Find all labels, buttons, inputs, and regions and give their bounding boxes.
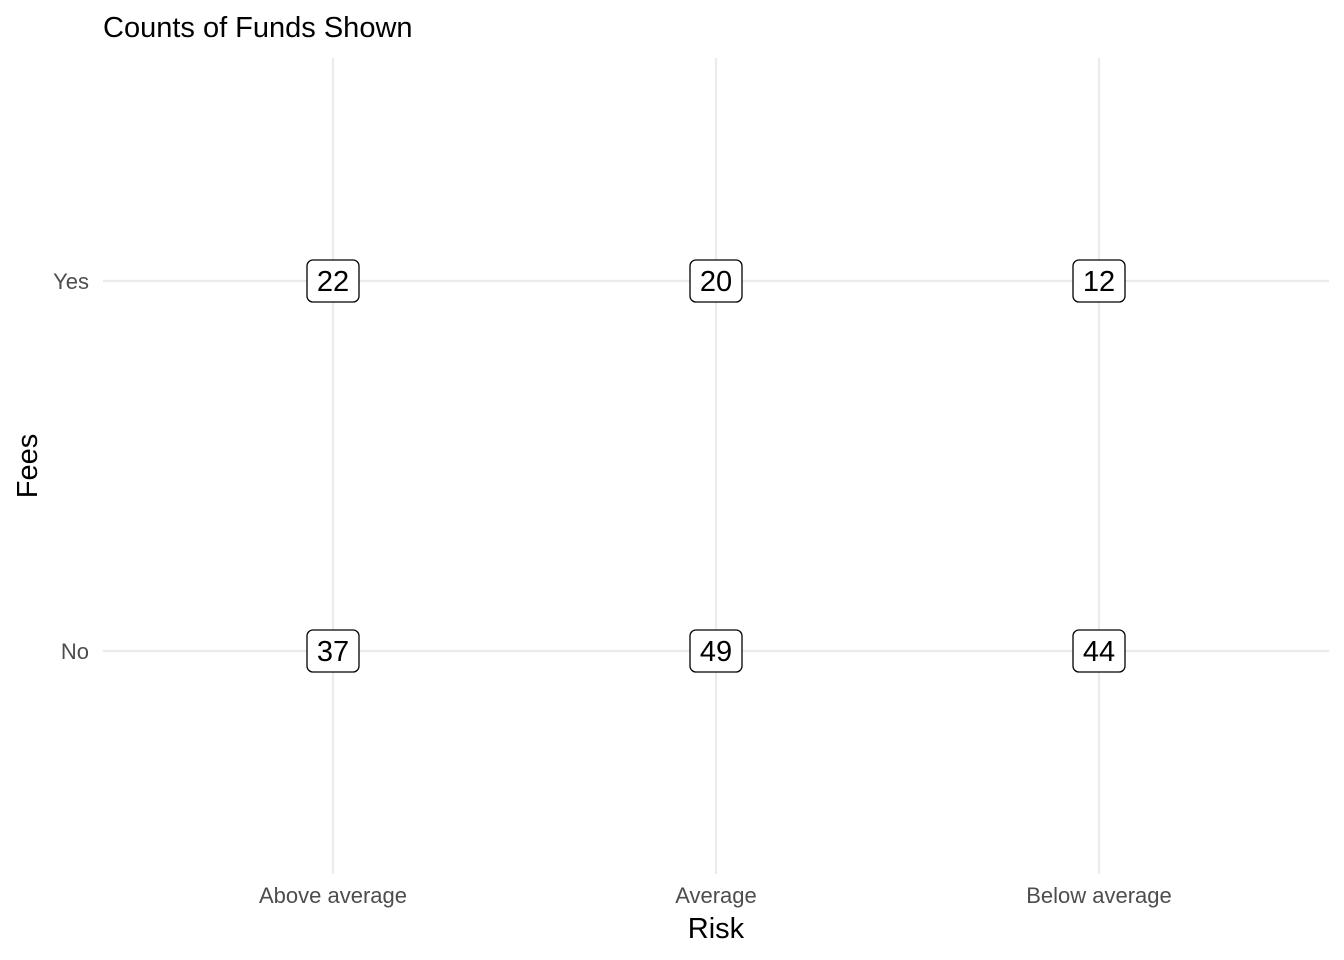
count-label-box xyxy=(689,629,743,673)
x-tick-label: Average xyxy=(675,883,757,908)
x-axis-title: Risk xyxy=(688,913,745,945)
count-label: 12 xyxy=(1072,259,1126,303)
count-label-box xyxy=(306,629,360,673)
y-tick-label: Yes xyxy=(53,269,89,294)
count-label: 22 xyxy=(306,259,360,303)
count-label-box xyxy=(1072,259,1126,303)
count-label-box xyxy=(1072,629,1126,673)
chart-title: Counts of Funds Shown xyxy=(103,12,413,44)
x-tick-label: Above average xyxy=(259,883,407,908)
x-tick-label: Below average xyxy=(1026,883,1172,908)
count-label: 49 xyxy=(689,629,743,673)
count-value: 20 xyxy=(700,266,732,298)
count-label: 44 xyxy=(1072,629,1126,673)
count-label: 20 xyxy=(689,259,743,303)
grid-lines xyxy=(103,58,1329,874)
count-value: 12 xyxy=(1083,266,1115,298)
y-axis-title: Fees xyxy=(12,434,44,498)
count-value: 37 xyxy=(317,636,349,668)
count-labels: 22 20 12 37 49 44 xyxy=(306,259,1126,673)
axis-ticks: Above average Average Below average No Yes xyxy=(53,269,1172,908)
count-label-box xyxy=(689,259,743,303)
count-label-box xyxy=(306,259,360,303)
count-value: 44 xyxy=(1083,636,1115,668)
count-value: 49 xyxy=(700,636,732,668)
y-tick-label: No xyxy=(61,639,89,664)
count-value: 22 xyxy=(317,266,349,298)
count-label: 37 xyxy=(306,629,360,673)
